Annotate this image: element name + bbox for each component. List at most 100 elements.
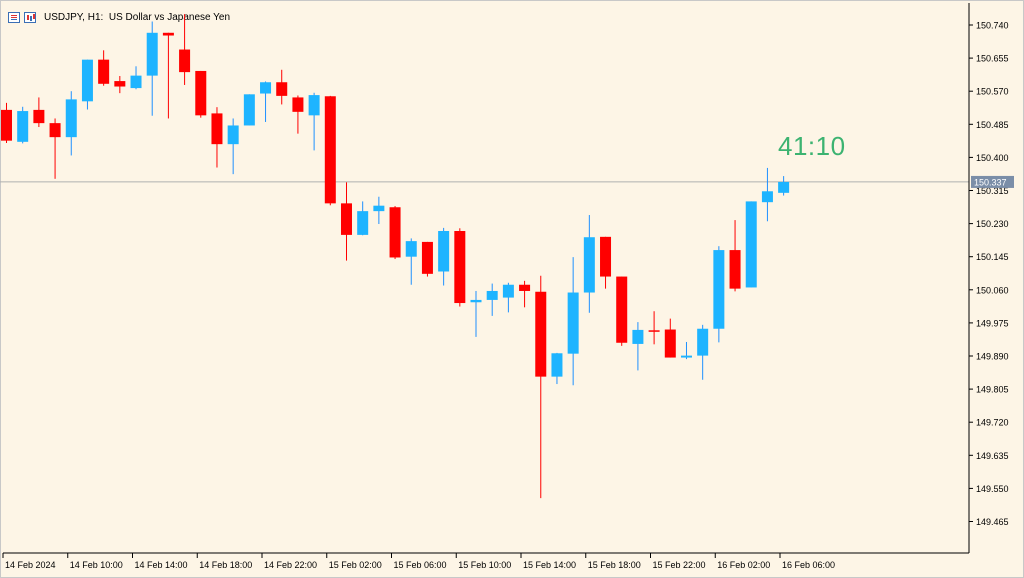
candle-body: [745, 201, 757, 288]
candle-body: [162, 32, 174, 36]
candle[interactable]: [664, 318, 676, 358]
time-tick-label: 15 Feb 22:00: [653, 560, 706, 570]
candle[interactable]: [98, 50, 110, 86]
candle[interactable]: [502, 282, 514, 313]
candle[interactable]: [600, 236, 612, 289]
candle[interactable]: [713, 246, 725, 343]
candle[interactable]: [567, 257, 579, 386]
candle[interactable]: [195, 70, 207, 118]
candle-body: [276, 82, 288, 96]
candle-body: [680, 355, 692, 358]
candle-body: [260, 82, 272, 94]
time-tick-label: 15 Feb 10:00: [458, 560, 511, 570]
candle-body: [535, 291, 547, 377]
candle[interactable]: [114, 76, 126, 94]
price-tick-label: 150.485: [976, 120, 1009, 130]
candle[interactable]: [340, 182, 352, 261]
price-tick-label: 149.635: [976, 451, 1009, 461]
candle-body: [389, 207, 401, 258]
candle[interactable]: [486, 283, 498, 316]
price-tick-label: 150.570: [976, 87, 1009, 97]
candle[interactable]: [616, 276, 628, 346]
candle[interactable]: [65, 91, 77, 156]
candle[interactable]: [276, 69, 288, 105]
candle-body: [664, 329, 676, 358]
candle-body: [519, 284, 531, 291]
current-price-label: 150.337: [974, 177, 1007, 187]
price-tick-label: 150.230: [976, 219, 1009, 229]
candle[interactable]: [632, 322, 644, 371]
chart-icon: [8, 11, 20, 23]
candle[interactable]: [324, 95, 336, 206]
candle[interactable]: [761, 167, 773, 222]
candle-body: [648, 330, 660, 332]
candle[interactable]: [729, 220, 741, 292]
candle[interactable]: [243, 94, 255, 126]
price-tick-label: 150.315: [976, 186, 1009, 196]
symbol-description: US Dollar vs Japanese Yen: [108, 11, 231, 23]
time-tick-label: 14 Feb 2024: [5, 560, 56, 570]
candle[interactable]: [745, 201, 757, 288]
candle[interactable]: [130, 66, 142, 90]
candle[interactable]: [49, 118, 61, 179]
candle[interactable]: [778, 176, 790, 196]
candle[interactable]: [17, 106, 29, 144]
candle[interactable]: [260, 81, 272, 122]
price-tick-label: 150.740: [976, 21, 1009, 31]
candle[interactable]: [438, 227, 450, 286]
candle[interactable]: [357, 201, 369, 236]
candle-body: [324, 96, 336, 204]
price-tick-label: 150.400: [976, 153, 1009, 163]
candle[interactable]: [211, 107, 223, 168]
candle[interactable]: [680, 341, 692, 360]
candle-body: [551, 353, 563, 377]
candle[interactable]: [308, 92, 320, 151]
candle-body: [65, 99, 77, 138]
time-tick-label: 14 Feb 22:00: [264, 560, 317, 570]
candle[interactable]: [1, 102, 12, 143]
candle[interactable]: [405, 238, 417, 285]
candle-body: [98, 59, 110, 84]
candle-body: [778, 181, 790, 193]
candle[interactable]: [179, 14, 191, 85]
candle[interactable]: [421, 241, 433, 277]
candle-body: [340, 203, 352, 235]
price-tick-label: 149.720: [976, 418, 1009, 428]
candle-body: [49, 123, 61, 138]
candle[interactable]: [292, 95, 304, 134]
candle-body: [583, 237, 595, 293]
candle-body: [600, 236, 612, 277]
candle[interactable]: [146, 21, 158, 116]
candle-body: [227, 125, 239, 145]
candle-body: [616, 276, 628, 343]
candle[interactable]: [162, 32, 174, 119]
candle[interactable]: [583, 215, 595, 313]
candle-timer: 41:10: [778, 131, 846, 161]
time-tick-label: 15 Feb 18:00: [588, 560, 641, 570]
candle-body: [567, 292, 579, 354]
price-tick-label: 149.805: [976, 385, 1009, 395]
candle-body: [357, 211, 369, 235]
candle[interactable]: [227, 118, 239, 175]
candle[interactable]: [519, 280, 531, 308]
candle[interactable]: [81, 59, 93, 110]
candle[interactable]: [535, 275, 547, 499]
time-tick-label: 16 Feb 06:00: [782, 560, 835, 570]
candle[interactable]: [551, 352, 563, 385]
candle[interactable]: [373, 196, 385, 224]
candle-body: [373, 205, 385, 212]
candle-body: [405, 241, 417, 257]
candle[interactable]: [389, 206, 401, 260]
candle[interactable]: [648, 311, 660, 345]
candle[interactable]: [454, 228, 466, 307]
candle[interactable]: [33, 97, 45, 128]
candle-body: [179, 49, 191, 73]
candle-body: [486, 290, 498, 300]
candle-body: [1, 109, 12, 141]
candle-body: [761, 191, 773, 203]
candle[interactable]: [697, 324, 709, 380]
time-tick-label: 15 Feb 14:00: [523, 560, 576, 570]
candle-body: [130, 75, 142, 89]
candle[interactable]: [470, 290, 482, 337]
